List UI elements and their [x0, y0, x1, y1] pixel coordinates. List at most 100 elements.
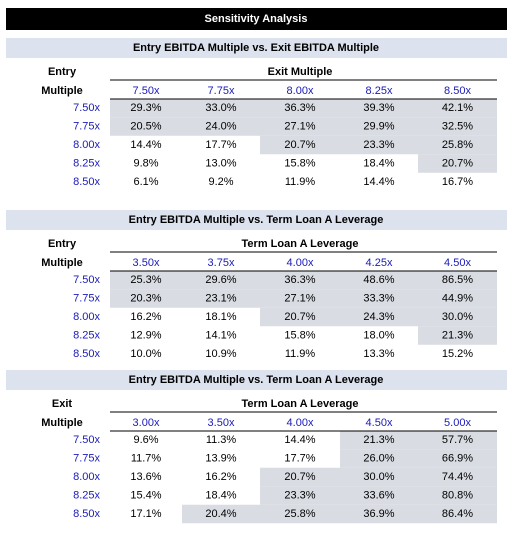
cell-value: 29.3% — [130, 102, 161, 114]
cell-value: 13.3% — [363, 348, 394, 360]
cell-shade — [340, 289, 418, 308]
cell-shade — [340, 307, 418, 327]
section-band — [6, 210, 507, 230]
cell-value: 57.7% — [442, 434, 473, 446]
cell-value: 24.0% — [205, 120, 236, 132]
cell-value: 15.8% — [284, 157, 315, 169]
column-header: 3.00x — [133, 417, 160, 429]
cell-shade — [418, 270, 497, 290]
cell-shade — [260, 135, 340, 155]
row-header: 7.50x — [73, 102, 100, 114]
row-header: 8.50x — [73, 348, 100, 360]
cell-shade — [418, 117, 497, 136]
section-heading: Entry EBITDA Multiple vs. Term Loan A Le… — [129, 374, 384, 386]
column-header: 4.50x — [444, 257, 471, 269]
cell-value: 17.7% — [205, 139, 236, 151]
cell-value: 20.7% — [284, 471, 315, 483]
cell-shade — [110, 117, 182, 136]
cell-shade — [182, 289, 260, 308]
cell-value: 33.0% — [205, 102, 236, 114]
row-axis-label: Multiple — [41, 417, 83, 429]
column-header: 7.75x — [208, 85, 235, 97]
row-header: 7.75x — [73, 120, 100, 132]
column-header: 4.00x — [287, 417, 314, 429]
cell-value: 15.8% — [284, 329, 315, 341]
col-axis-label: Term Loan A Leverage — [242, 238, 359, 250]
cell-value: 14.4% — [363, 176, 394, 188]
cell-value: 30.0% — [442, 311, 473, 323]
row-header: 8.50x — [73, 508, 100, 520]
section-band — [6, 38, 507, 58]
cell-value: 13.6% — [130, 471, 161, 483]
row-header: 8.00x — [73, 471, 100, 483]
cell-value: 11.9% — [285, 348, 316, 360]
cell-value: 13.9% — [205, 452, 236, 464]
cell-shade — [340, 270, 418, 290]
cell-value: 26.0% — [363, 452, 394, 464]
cell-value: 15.4% — [130, 489, 161, 501]
cell-value: 44.9% — [442, 292, 473, 304]
cell-value: 14.4% — [284, 434, 315, 446]
cell-value: 9.8% — [133, 157, 158, 169]
cell-shade — [182, 504, 260, 524]
cell-shade — [340, 449, 418, 468]
section-band — [6, 370, 507, 390]
cell-shade — [260, 289, 340, 308]
row-header: 8.25x — [73, 157, 100, 169]
cell-value: 16.2% — [205, 471, 236, 483]
row-header: 7.75x — [73, 452, 100, 464]
col-axis-label: Term Loan A Leverage — [242, 398, 359, 410]
cell-shade — [418, 289, 497, 308]
cell-value: 25.8% — [284, 508, 315, 520]
row-axis-label: Entry — [48, 238, 77, 250]
cell-value: 27.1% — [284, 292, 315, 304]
cell-shade — [418, 504, 497, 524]
cell-value: 16.7% — [442, 176, 473, 188]
cell-value: 36.9% — [363, 508, 394, 520]
title: Sensitivity Analysis — [205, 13, 308, 25]
col-axis-label: Exit Multiple — [268, 66, 333, 78]
column-header: 8.50x — [444, 85, 471, 97]
cell-value: 66.9% — [442, 452, 473, 464]
row-axis-label: Multiple — [41, 257, 83, 269]
cell-shade — [260, 307, 340, 327]
cell-shade — [260, 467, 340, 487]
cell-shade — [182, 117, 260, 136]
row-header: 7.50x — [73, 274, 100, 286]
cell-value: 20.3% — [130, 292, 161, 304]
column-header: 4.50x — [366, 417, 393, 429]
row-axis-label: Exit — [52, 398, 73, 410]
cell-value: 17.7% — [284, 452, 315, 464]
cell-shade — [340, 486, 418, 505]
cell-value: 32.5% — [442, 120, 473, 132]
cell-shade — [340, 504, 418, 524]
cell-shade — [340, 467, 418, 487]
cell-shade — [418, 154, 497, 173]
cell-value: 36.3% — [284, 102, 315, 114]
cell-value: 14.4% — [130, 139, 161, 151]
cell-value: 29.9% — [363, 120, 394, 132]
cell-value: 18.4% — [205, 489, 236, 501]
cell-shade — [340, 135, 418, 155]
cell-value: 20.7% — [442, 157, 473, 169]
cell-shade — [260, 486, 340, 505]
cell-shade — [260, 504, 340, 524]
cell-shade — [418, 430, 497, 450]
cell-value: 18.1% — [205, 311, 236, 323]
cell-shade — [340, 98, 418, 118]
cell-shade — [418, 467, 497, 487]
cell-value: 16.2% — [130, 311, 161, 323]
cell-shade — [418, 98, 497, 118]
column-header: 4.00x — [287, 257, 314, 269]
row-header: 7.50x — [73, 434, 100, 446]
cell-value: 9.6% — [133, 434, 158, 446]
cell-shade — [418, 449, 497, 468]
cell-shade — [182, 270, 260, 290]
column-header: 5.00x — [444, 417, 471, 429]
cell-value: 36.3% — [284, 274, 315, 286]
cell-value: 18.4% — [363, 157, 394, 169]
cell-value: 20.5% — [130, 120, 161, 132]
cell-value: 21.3% — [363, 434, 394, 446]
cell-value: 23.3% — [284, 489, 315, 501]
